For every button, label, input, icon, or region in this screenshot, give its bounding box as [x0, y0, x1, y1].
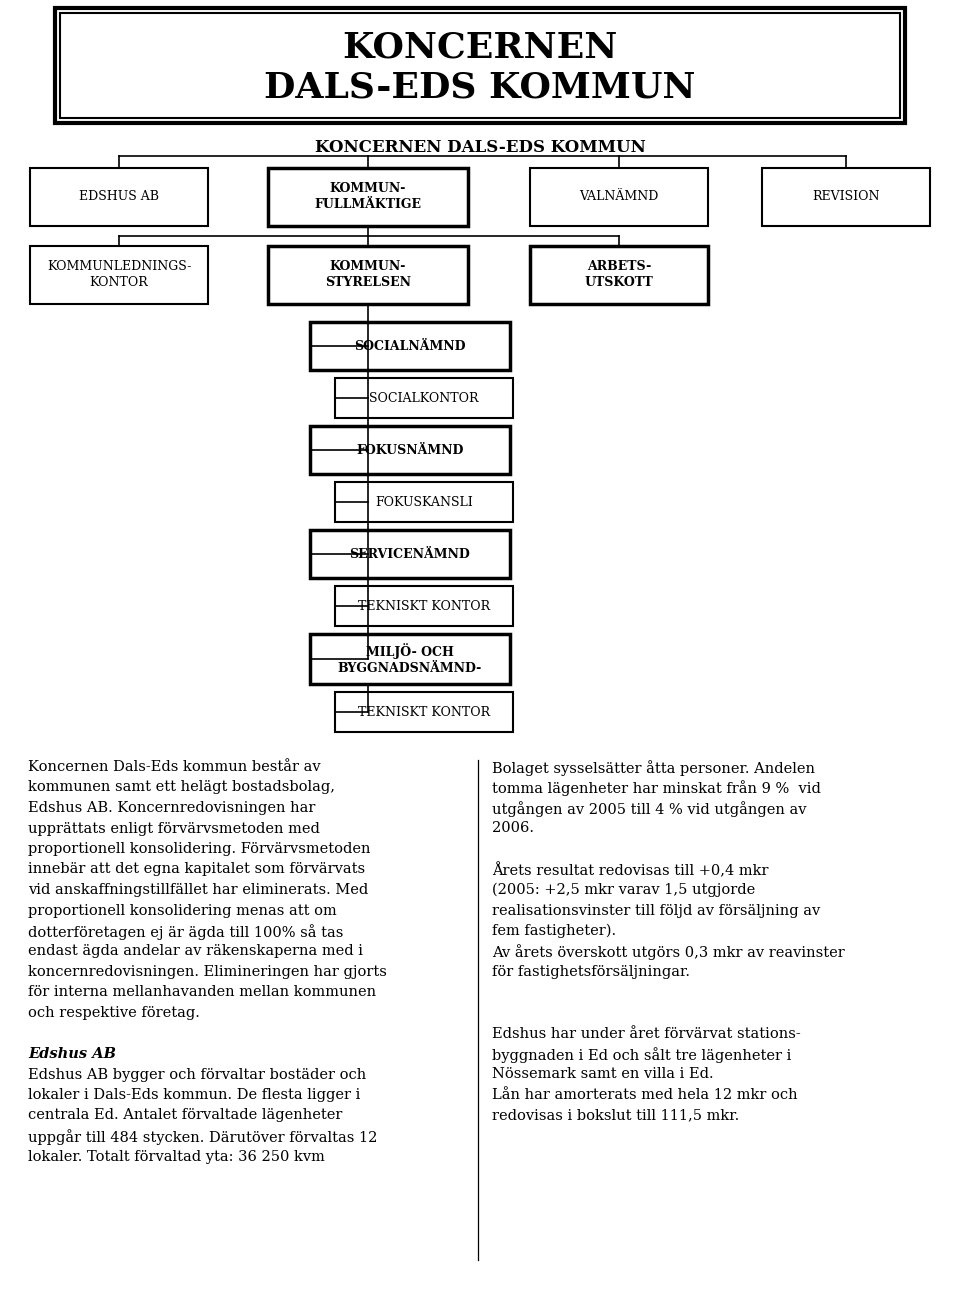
Text: MILJÖ- OCH
BYGGNADSNÄMND-: MILJÖ- OCH BYGGNADSNÄMND- [338, 643, 482, 675]
Bar [335, 379, 513, 418]
Text: proportionell konsolidering. Förvärvsmetoden: proportionell konsolidering. Förvärvsmet… [28, 842, 371, 855]
Text: Edshus AB: Edshus AB [28, 1047, 116, 1061]
Text: fem fastigheter).: fem fastigheter). [492, 924, 616, 938]
Bar [268, 246, 468, 304]
Bar [30, 246, 208, 304]
Bar [335, 482, 513, 521]
Bar [60, 13, 900, 118]
Bar [530, 168, 708, 227]
Text: upprättats enligt förvärvsmetoden med: upprättats enligt förvärvsmetoden med [28, 821, 320, 836]
Bar [335, 692, 513, 732]
Text: EDSHUS AB: EDSHUS AB [79, 190, 159, 203]
Text: KONCERNEN DALS-EDS KOMMUN: KONCERNEN DALS-EDS KOMMUN [315, 139, 645, 156]
Text: Edshus AB. Koncernredovisningen har: Edshus AB. Koncernredovisningen har [28, 800, 316, 815]
Text: Edshus AB bygger och förvaltar bostäder och: Edshus AB bygger och förvaltar bostäder … [28, 1068, 367, 1082]
Bar [762, 168, 930, 227]
Text: Bolaget sysselsätter åtta personer. Andelen: Bolaget sysselsätter åtta personer. Ande… [492, 760, 815, 776]
Text: Edshus har under året förvärvat stations-: Edshus har under året förvärvat stations… [492, 1027, 801, 1040]
Bar [30, 168, 208, 227]
Text: ARBETS-
UTSKOTT: ARBETS- UTSKOTT [585, 261, 654, 290]
Text: centrala Ed. Antalet förvaltade lägenheter: centrala Ed. Antalet förvaltade lägenhet… [28, 1108, 343, 1123]
Text: SOCIALNÄMND: SOCIALNÄMND [354, 339, 466, 352]
Text: byggnaden i Ed och sålt tre lägenheter i: byggnaden i Ed och sålt tre lägenheter i [492, 1047, 791, 1062]
Text: Lån har amorterats med hela 12 mkr och: Lån har amorterats med hela 12 mkr och [492, 1089, 798, 1102]
Text: Årets resultat redovisas till +0,4 mkr: Årets resultat redovisas till +0,4 mkr [492, 862, 769, 878]
Text: uppgår till 484 stycken. Därutöver förvaltas 12: uppgår till 484 stycken. Därutöver förva… [28, 1129, 377, 1145]
Text: SERVICENÄMND: SERVICENÄMND [349, 548, 470, 561]
Text: redovisas i bokslut till 111,5 mkr.: redovisas i bokslut till 111,5 mkr. [492, 1108, 739, 1123]
Text: koncernredovisningen. Elimineringen har gjorts: koncernredovisningen. Elimineringen har … [28, 965, 387, 979]
Bar [310, 531, 510, 578]
Text: Koncernen Dals-Eds kommun består av: Koncernen Dals-Eds kommun består av [28, 760, 321, 774]
Text: KOMMUN-
FULLMÄKTIGE: KOMMUN- FULLMÄKTIGE [315, 182, 421, 211]
Text: TEKNISKT KONTOR: TEKNISKT KONTOR [358, 706, 490, 718]
Bar [335, 586, 513, 626]
Text: och respektive företag.: och respektive företag. [28, 1006, 200, 1020]
Text: KOMMUNLEDNINGS-
KONTOR: KOMMUNLEDNINGS- KONTOR [47, 261, 191, 290]
Text: 2006.: 2006. [492, 821, 534, 836]
Text: lokaler i Dals-Eds kommun. De flesta ligger i: lokaler i Dals-Eds kommun. De flesta lig… [28, 1089, 360, 1102]
Text: TEKNISKT KONTOR: TEKNISKT KONTOR [358, 600, 490, 613]
Text: proportionell konsolidering menas att om: proportionell konsolidering menas att om [28, 904, 337, 917]
Text: vid anskaffningstillfället har eliminerats. Med: vid anskaffningstillfället har eliminera… [28, 883, 369, 897]
Bar [310, 634, 510, 684]
Text: REVISION: REVISION [812, 190, 879, 203]
Text: endast ägda andelar av räkenskaperna med i: endast ägda andelar av räkenskaperna med… [28, 945, 363, 959]
Text: kommunen samt ett helägt bostadsbolag,: kommunen samt ett helägt bostadsbolag, [28, 781, 335, 794]
Text: KOMMUN-
STYRELSEN: KOMMUN- STYRELSEN [325, 261, 411, 290]
Text: för fastighetsförsäljningar.: för fastighetsförsäljningar. [492, 965, 690, 979]
Bar [310, 322, 510, 369]
Bar [55, 8, 905, 123]
Text: Av årets överskott utgörs 0,3 mkr av reavinster: Av årets överskott utgörs 0,3 mkr av rea… [492, 945, 845, 960]
Text: SOCIALKONTOR: SOCIALKONTOR [370, 392, 479, 405]
Bar [530, 246, 708, 304]
Text: KONCERNEN: KONCERNEN [343, 30, 617, 64]
Text: Nössemark samt en villa i Ed.: Nössemark samt en villa i Ed. [492, 1068, 713, 1082]
Text: lokaler. Totalt förvaltad yta: 36 250 kvm: lokaler. Totalt förvaltad yta: 36 250 kv… [28, 1149, 324, 1163]
Text: innebär att det egna kapitalet som förvärvats: innebär att det egna kapitalet som förvä… [28, 862, 365, 876]
Bar [268, 168, 468, 227]
Text: DALS-EDS KOMMUN: DALS-EDS KOMMUN [264, 71, 696, 105]
Text: VALNÄMND: VALNÄMND [579, 190, 659, 203]
Text: (2005: +2,5 mkr varav 1,5 utgjorde: (2005: +2,5 mkr varav 1,5 utgjorde [492, 883, 756, 897]
Bar [310, 426, 510, 474]
Text: tomma lägenheter har minskat från 9 %  vid: tomma lägenheter har minskat från 9 % vi… [492, 781, 821, 796]
Text: FOKUSNÄMND: FOKUSNÄMND [356, 444, 464, 456]
Text: FOKUSKANSLI: FOKUSKANSLI [375, 495, 473, 508]
Text: dotterföretagen ej är ägda till 100% så tas: dotterföretagen ej är ägda till 100% så … [28, 924, 344, 939]
Text: utgången av 2005 till 4 % vid utgången av: utgången av 2005 till 4 % vid utgången a… [492, 800, 806, 817]
Text: för interna mellanhavanden mellan kommunen: för interna mellanhavanden mellan kommun… [28, 985, 376, 1000]
Text: realisationsvinster till följd av försäljning av: realisationsvinster till följd av försäl… [492, 904, 820, 917]
